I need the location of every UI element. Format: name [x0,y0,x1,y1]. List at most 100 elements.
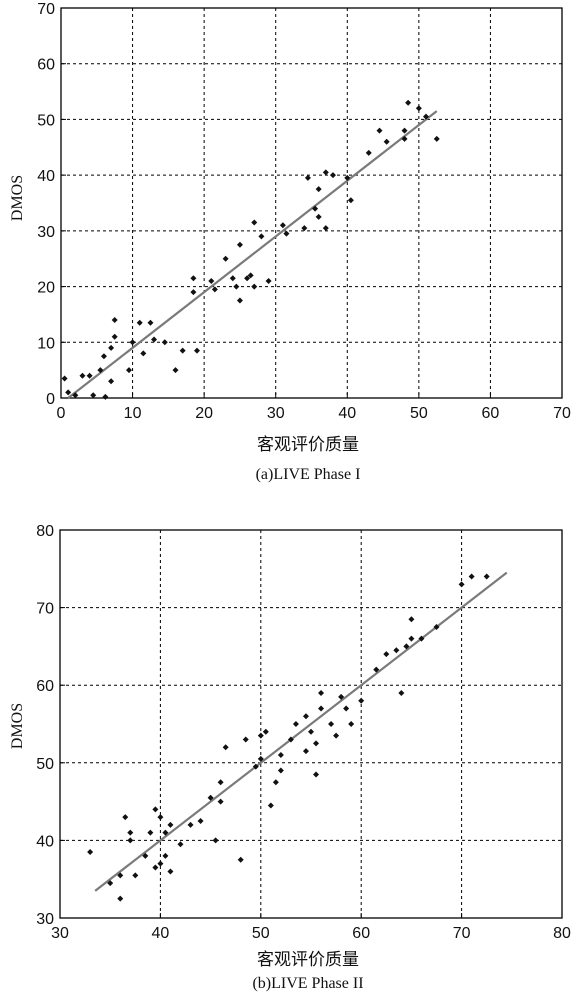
y-tick-label: 70 [36,601,54,618]
data-point [247,272,254,279]
data-point [302,748,309,755]
data-point [468,573,475,580]
x-axis-label: 客观评价质量 [257,435,359,455]
data-point [262,728,269,735]
data-point [383,138,390,145]
data-point [272,779,279,786]
x-tick-label: 30 [51,925,69,942]
chart-b: DMOS 客观评价质量 (b)LIVE Phase II 30 40 50 60 70 8… [9,523,571,992]
data-point [129,339,136,346]
data-point [117,895,124,902]
y-tick-label: 60 [37,57,55,74]
data-point [312,205,319,212]
x-tick-label: 70 [553,405,571,422]
x-tick-label: 40 [152,925,170,942]
data-point [252,763,259,770]
data-point [217,798,224,805]
data-point [403,643,410,650]
x-tick-label: 60 [352,925,370,942]
data-point [157,860,164,867]
data-point [315,186,322,193]
data-point [322,169,329,176]
data-point [344,174,351,181]
data-point [329,172,336,179]
data-point [376,127,383,134]
data-point [257,755,264,762]
data-point [287,736,294,743]
data-point [190,275,197,282]
data-point [127,837,134,844]
data-point [151,336,158,343]
data-point [292,721,299,727]
data-point [207,794,214,801]
y-tick-label: 20 [37,280,55,297]
x-tick-label: 0 [57,405,66,422]
data-point [162,852,169,859]
data-point [132,872,139,879]
data-point [142,852,149,859]
data-point [222,255,229,262]
data-point [122,814,129,821]
data-point [152,864,159,871]
x-tick-label: 60 [482,405,500,422]
y-tick-label: 30 [37,224,55,241]
data-point [172,367,179,374]
plot-frame [59,529,563,919]
data-point [190,289,197,296]
data-point [343,705,350,712]
y-tick-label: 40 [36,833,54,850]
data-point [108,344,115,351]
data-point [313,740,320,747]
y-tick-label: 30 [36,911,54,928]
data-point [162,829,169,836]
data-point [167,821,174,828]
data-point [423,113,430,120]
data-point [136,319,143,326]
data-point [301,225,308,232]
x-tick-label: 20 [195,405,213,422]
data-point [258,233,265,240]
y-tick-label: 50 [37,112,55,129]
data-point [251,283,258,290]
data-point [72,392,79,399]
data-point [127,829,134,836]
data-point [302,713,309,720]
y-tick-label: 10 [37,335,55,352]
data-point [211,286,218,293]
data-point [313,771,320,778]
data-point [483,573,490,580]
x-axis-label: 客观评价质量 [257,950,359,970]
data-point [117,872,124,879]
fit-line [94,571,508,892]
data-point [237,856,244,863]
chart-caption: (b)LIVE Phase II [252,975,363,992]
data-point [152,806,159,813]
y-tick-label: 70 [37,1,55,18]
y-axis-label: DMOS [9,175,26,221]
y-tick-label: 50 [36,756,54,773]
data-point [236,297,243,304]
data-point [236,241,243,248]
data-point [308,728,314,735]
x-tick-label: 70 [453,925,471,942]
data-point [90,392,97,399]
data-point [157,814,164,821]
data-point [315,213,322,220]
data-point [167,868,174,875]
data-point [177,841,184,848]
data-point [233,283,240,290]
data-point [393,647,400,654]
data-point [111,317,118,323]
data-point [179,347,186,354]
data-point [277,767,284,774]
data-point [322,225,329,232]
x-tick-label: 80 [553,925,571,942]
x-tick-label: 40 [338,405,356,422]
data-point [408,616,415,623]
data-point [415,105,422,112]
data-point [333,732,340,739]
data-point [348,721,355,727]
data-point [347,197,354,204]
data-point [140,350,147,357]
data-point [244,275,251,282]
